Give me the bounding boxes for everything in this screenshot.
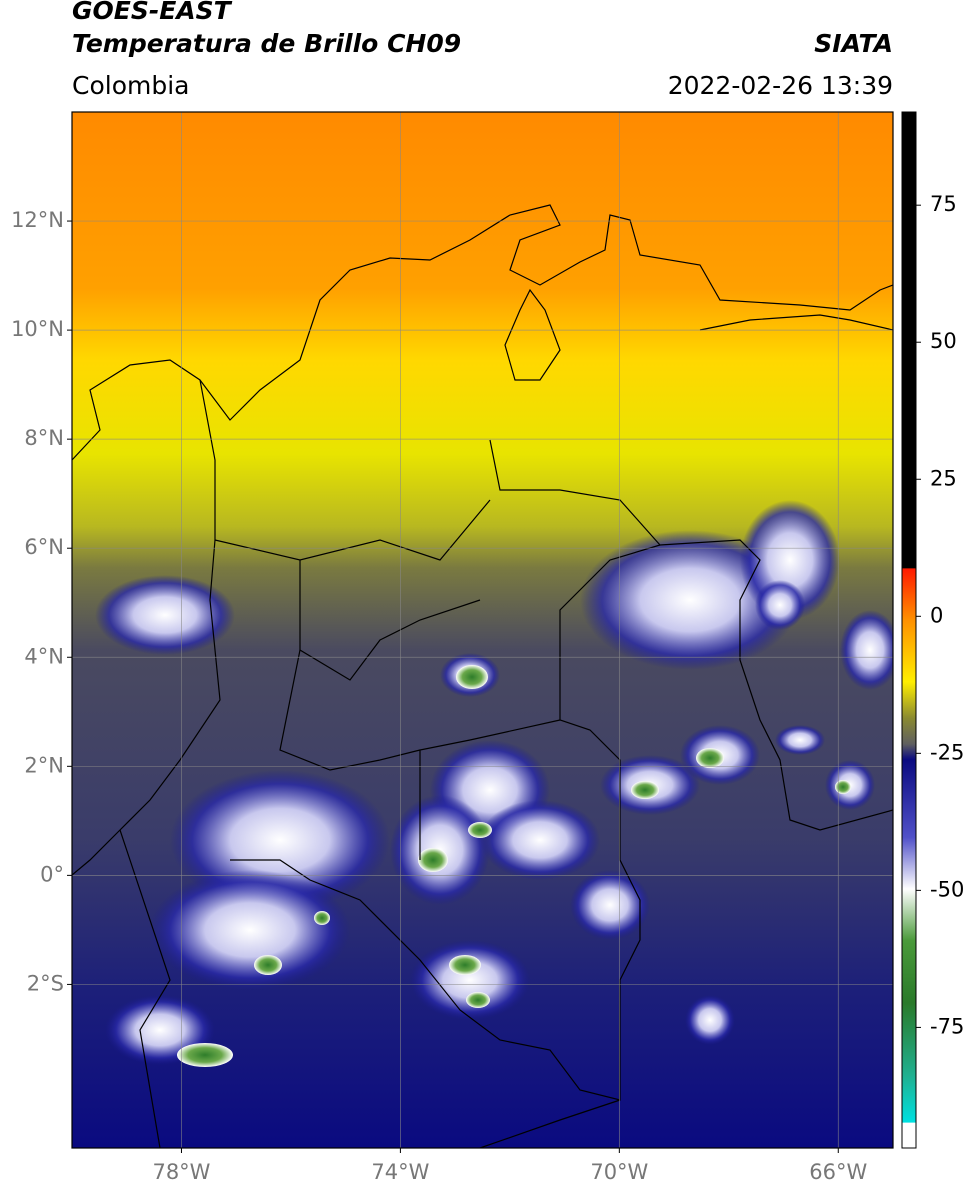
y-tick-label: 2°N	[24, 753, 64, 777]
colorbar-tick-label: -25	[930, 740, 964, 764]
y-tick-label: 8°N	[24, 426, 64, 450]
y-tick-label: 2°S	[27, 971, 64, 995]
timestamp: 2022-02-26 13:39	[668, 71, 893, 100]
colorbar-tick-label: -75	[930, 1014, 964, 1038]
y-tick-label: 6°N	[24, 535, 64, 559]
colorbar-tick-label: -50	[930, 877, 964, 901]
x-tick-label: 74°W	[371, 1160, 429, 1184]
source: SIATA	[814, 29, 893, 58]
y-tick-label: 10°N	[11, 317, 64, 341]
colorbar-tick-label: 50	[930, 329, 957, 353]
region: Colombia	[72, 71, 189, 100]
x-tick-label: 78°W	[152, 1160, 210, 1184]
title: GOES-EAST	[72, 0, 233, 25]
map-frame	[71, 111, 894, 1149]
colorbar-tick-label: 75	[930, 192, 957, 216]
x-tick-label: 70°W	[590, 1160, 648, 1184]
satellite-image	[72, 112, 893, 1148]
y-tick-label: 12°N	[11, 208, 64, 232]
y-tick-label: 0°	[40, 862, 64, 886]
colorbar-tick-label: 0	[930, 603, 943, 627]
graticule	[72, 112, 893, 1148]
colorbar-tick-label: 25	[930, 466, 957, 490]
colorbar	[901, 111, 917, 1149]
x-tick-label: 66°W	[809, 1160, 867, 1184]
y-tick-label: 4°N	[24, 644, 64, 668]
subtitle: Temperatura de Brillo CH09	[72, 29, 461, 58]
